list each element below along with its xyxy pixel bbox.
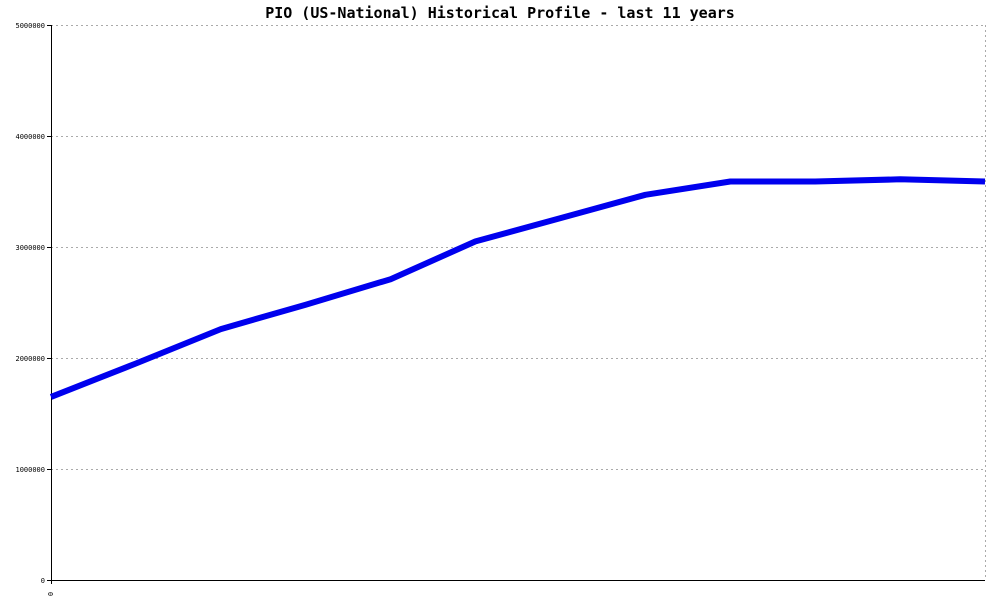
chart-title: PIO (US-National) Historical Profile - l… bbox=[265, 4, 735, 22]
y-tick-label-5: 5000000 bbox=[15, 22, 45, 30]
y-tick-label-0: 0 bbox=[41, 577, 45, 585]
y-tick-label-3: 3000000 bbox=[15, 244, 45, 252]
grid-lines bbox=[51, 25, 986, 580]
axes bbox=[47, 25, 985, 584]
tick-labels: 0 1000000 2000000 3000000 4000000 5000000 0 bbox=[15, 22, 55, 596]
y-tick-label-2: 2000000 bbox=[15, 355, 45, 363]
x-tick-label-0: 0 bbox=[47, 592, 55, 596]
y-tick-label-1: 1000000 bbox=[15, 466, 45, 474]
series-layer bbox=[49, 176, 986, 400]
y-tick-label-4: 4000000 bbox=[15, 133, 45, 141]
series-line bbox=[49, 176, 986, 400]
